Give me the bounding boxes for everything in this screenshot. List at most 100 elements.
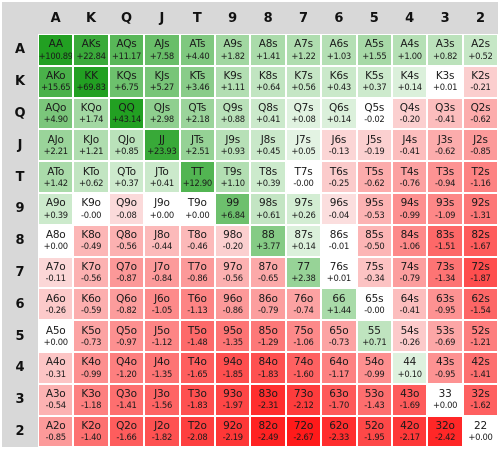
hand-cell-T6o[interactable]: T6o -1.13 — [179, 288, 215, 321]
hand-cell-Q4o[interactable]: Q4o -1.20 — [108, 352, 145, 384]
hand-cell-Q6o[interactable]: Q6o -0.82 — [108, 288, 145, 321]
hand-cell-J8o[interactable]: J8o -0.44 — [144, 224, 180, 257]
hand-cell-95o[interactable]: 95o -1.35 — [215, 320, 251, 352]
hand-cell-97s[interactable]: 97s +0.26 — [285, 193, 322, 225]
hand-cell-96s[interactable]: 96s -0.04 — [321, 193, 357, 225]
hand-cell-84s[interactable]: 84s -1.06 — [392, 224, 428, 257]
hand-cell-87o[interactable]: 87o -0.65 — [250, 256, 286, 289]
hand-cell-73s[interactable]: 73s -1.34 — [427, 256, 463, 289]
hand-cell-94s[interactable]: 94s -0.99 — [392, 193, 428, 225]
hand-cell-T6s[interactable]: T6s -0.25 — [321, 161, 357, 193]
hand-cell-Q4s[interactable]: Q4s -0.20 — [392, 97, 428, 130]
hand-cell-A9s[interactable]: A9s +1.82 — [215, 34, 251, 66]
hand-cell-85s[interactable]: 85s -0.50 — [356, 224, 392, 257]
hand-cell-A2s[interactable]: A2s +0.52 — [462, 34, 499, 66]
hand-cell-74o[interactable]: 74o -1.60 — [285, 352, 322, 384]
hand-cell-J3o[interactable]: J3o -1.56 — [144, 383, 180, 416]
hand-cell-AJs[interactable]: AJs +7.58 — [144, 34, 180, 66]
hand-cell-TT[interactable]: TT +12.90 — [179, 161, 215, 193]
hand-cell-73o[interactable]: 73o -2.12 — [285, 383, 322, 416]
hand-cell-54s[interactable]: 54s -0.26 — [392, 320, 428, 352]
hand-cell-Q3o[interactable]: Q3o -1.41 — [108, 383, 145, 416]
hand-cell-Q5o[interactable]: Q5o -0.97 — [108, 320, 145, 352]
hand-cell-QJs[interactable]: QJs +2.98 — [144, 97, 180, 130]
hand-cell-Q8o[interactable]: Q8o -0.56 — [108, 224, 145, 257]
hand-cell-63s[interactable]: 63s -0.95 — [427, 288, 463, 321]
hand-cell-J7s[interactable]: J7s +0.05 — [285, 129, 322, 162]
hand-cell-72o[interactable]: 72o -2.67 — [285, 415, 322, 448]
hand-cell-75s[interactable]: 75s -0.34 — [356, 256, 392, 289]
hand-cell-A3s[interactable]: A3s +0.82 — [427, 34, 463, 66]
hand-cell-87s[interactable]: 87s +0.14 — [285, 224, 322, 257]
hand-cell-62o[interactable]: 62o -2.33 — [321, 415, 357, 448]
hand-cell-74s[interactable]: 74s -0.79 — [392, 256, 428, 289]
hand-cell-ATs[interactable]: ATs +4.40 — [179, 34, 215, 66]
hand-cell-K7s[interactable]: K7s +0.56 — [285, 65, 322, 98]
hand-cell-K9s[interactable]: K9s +1.11 — [215, 65, 251, 98]
hand-cell-T8s[interactable]: T8s +0.39 — [250, 161, 286, 193]
hand-cell-K8s[interactable]: K8s +0.64 — [250, 65, 286, 98]
hand-cell-85o[interactable]: 85o -1.29 — [250, 320, 286, 352]
hand-cell-86o[interactable]: 86o -0.79 — [250, 288, 286, 321]
hand-cell-KTs[interactable]: KTs +3.46 — [179, 65, 215, 98]
hand-cell-96o[interactable]: 96o -0.86 — [215, 288, 251, 321]
hand-cell-QQ[interactable]: QQ +43.14 — [108, 97, 145, 130]
hand-cell-K3s[interactable]: K3s +0.01 — [427, 65, 463, 98]
hand-cell-T9s[interactable]: T9s +1.10 — [215, 161, 251, 193]
hand-cell-T7s[interactable]: T7s -0.00 — [285, 161, 322, 193]
hand-cell-Q7s[interactable]: Q7s +0.08 — [285, 97, 322, 130]
hand-cell-88[interactable]: 88 +3.77 — [250, 224, 286, 257]
hand-cell-22[interactable]: 22 +0.00 — [462, 415, 499, 448]
hand-cell-K4s[interactable]: K4s +0.14 — [392, 65, 428, 98]
hand-cell-ATo[interactable]: ATo +1.42 — [38, 161, 74, 193]
hand-cell-AQo[interactable]: AQo +4.90 — [38, 97, 74, 130]
hand-cell-K9o[interactable]: K9o -0.00 — [73, 193, 109, 225]
hand-cell-KQo[interactable]: KQo +1.74 — [73, 97, 109, 130]
hand-cell-84o[interactable]: 84o -1.83 — [250, 352, 286, 384]
hand-cell-64o[interactable]: 64o -1.17 — [321, 352, 357, 384]
hand-cell-J7o[interactable]: J7o -0.84 — [144, 256, 180, 289]
hand-cell-76o[interactable]: 76o -0.74 — [285, 288, 322, 321]
hand-cell-KK[interactable]: KK +69.83 — [73, 65, 109, 98]
hand-cell-Q2s[interactable]: Q2s -0.62 — [462, 97, 499, 130]
hand-cell-A5s[interactable]: A5s +1.55 — [356, 34, 392, 66]
hand-cell-K8o[interactable]: K8o -0.49 — [73, 224, 109, 257]
hand-cell-K7o[interactable]: K7o -0.56 — [73, 256, 109, 289]
hand-cell-K5s[interactable]: K5s +0.37 — [356, 65, 392, 98]
hand-cell-98o[interactable]: 98o -0.20 — [215, 224, 251, 257]
hand-cell-77[interactable]: 77 +2.38 — [285, 256, 322, 289]
hand-cell-AQs[interactable]: AQs +11.17 — [108, 34, 145, 66]
hand-cell-82s[interactable]: 82s -1.67 — [462, 224, 499, 257]
hand-cell-A9o[interactable]: A9o +0.39 — [38, 193, 74, 225]
hand-cell-KJo[interactable]: KJo +1.21 — [73, 129, 109, 162]
hand-cell-T2s[interactable]: T2s -1.16 — [462, 161, 499, 193]
hand-cell-A6o[interactable]: A6o -0.26 — [38, 288, 74, 321]
hand-cell-32o[interactable]: 32o -2.42 — [427, 415, 463, 448]
hand-cell-86s[interactable]: 86s -0.01 — [321, 224, 357, 257]
hand-cell-J2s[interactable]: J2s -0.85 — [462, 129, 499, 162]
hand-cell-K4o[interactable]: K4o -0.99 — [73, 352, 109, 384]
hand-cell-J5o[interactable]: J5o -1.12 — [144, 320, 180, 352]
hand-cell-52o[interactable]: 52o -1.95 — [356, 415, 392, 448]
hand-cell-A8s[interactable]: A8s +1.41 — [250, 34, 286, 66]
hand-cell-A5o[interactable]: A5o +0.00 — [38, 320, 74, 352]
hand-cell-66[interactable]: 66 +1.44 — [321, 288, 357, 321]
hand-cell-93o[interactable]: 93o -1.97 — [215, 383, 251, 416]
hand-cell-A6s[interactable]: A6s +1.03 — [321, 34, 357, 66]
hand-cell-A7s[interactable]: A7s +1.22 — [285, 34, 322, 66]
hand-cell-J9s[interactable]: J9s +0.93 — [215, 129, 251, 162]
hand-cell-Q2o[interactable]: Q2o -1.66 — [108, 415, 145, 448]
hand-cell-AKo[interactable]: AKo +15.65 — [38, 65, 74, 98]
hand-cell-K3o[interactable]: K3o -1.18 — [73, 383, 109, 416]
hand-cell-AA[interactable]: AA +100.89 — [38, 34, 74, 66]
hand-cell-Q9s[interactable]: Q9s +0.88 — [215, 97, 251, 130]
hand-cell-54o[interactable]: 54o -0.99 — [356, 352, 392, 384]
hand-cell-32s[interactable]: 32s -1.62 — [462, 383, 499, 416]
hand-cell-99[interactable]: 99 +6.84 — [215, 193, 251, 225]
hand-cell-KJs[interactable]: KJs +5.27 — [144, 65, 180, 98]
hand-cell-K2s[interactable]: K2s -0.21 — [462, 65, 499, 98]
hand-cell-JTo[interactable]: JTo +0.41 — [144, 161, 180, 193]
hand-cell-A8o[interactable]: A8o +0.00 — [38, 224, 74, 257]
hand-cell-A7o[interactable]: A7o -0.11 — [38, 256, 74, 289]
hand-cell-52s[interactable]: 52s -1.21 — [462, 320, 499, 352]
